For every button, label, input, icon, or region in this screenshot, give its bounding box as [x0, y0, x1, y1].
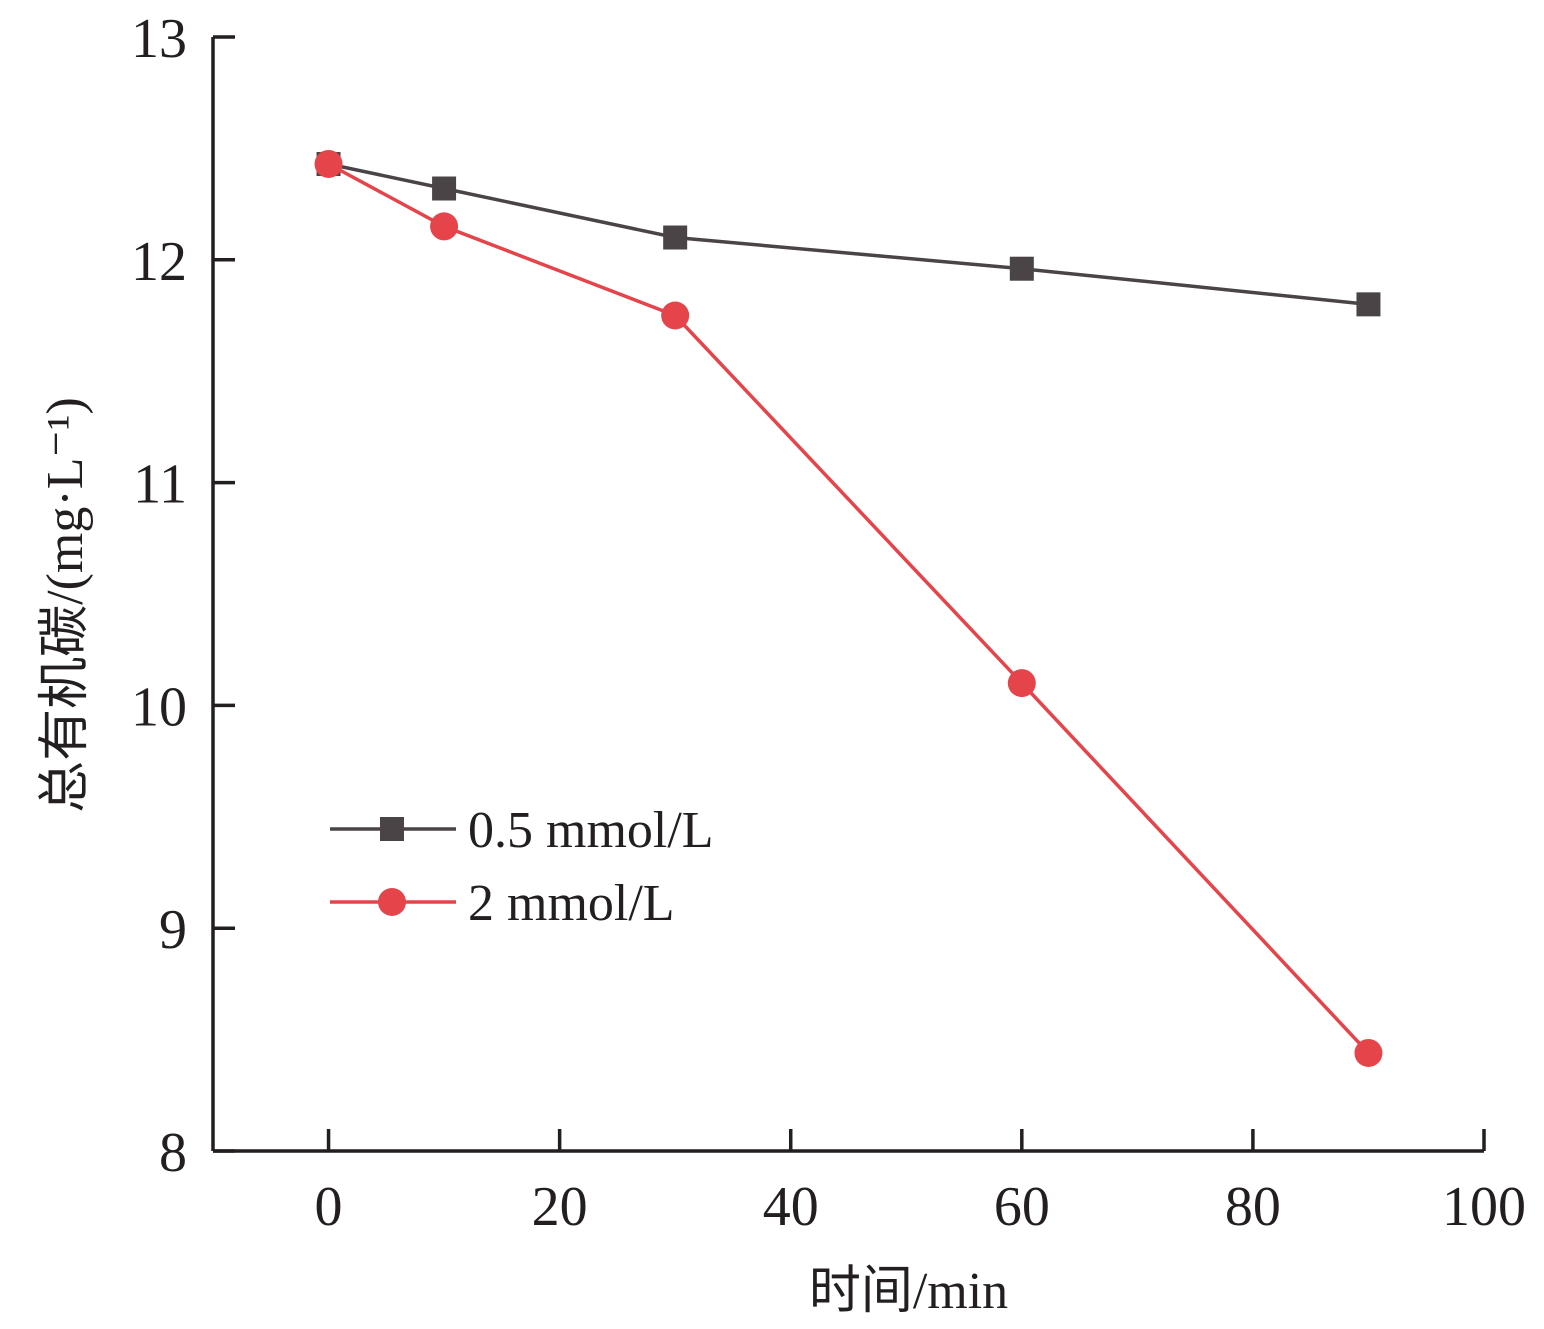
- y-tick-label: 10: [131, 676, 187, 738]
- data-point-square: [1009, 256, 1034, 281]
- legend-item-1: 0.5 mmol/L: [330, 802, 714, 859]
- axes: [211, 37, 1484, 1153]
- data-point-circle: [1007, 669, 1036, 698]
- data-point-square: [663, 225, 688, 250]
- legend-label: 2 mmol/L: [468, 875, 675, 932]
- legend-item-2: 2 mmol/L: [330, 875, 675, 932]
- y-tick-label: 12: [131, 231, 187, 293]
- y-ticks: 8 9 10 11 12 13: [131, 8, 235, 1184]
- legend-square-marker: [380, 817, 404, 841]
- series-1: [316, 151, 1381, 317]
- series-line: [328, 162, 1369, 307]
- legend-circle-marker: [378, 888, 406, 916]
- data-point-square: [1356, 292, 1381, 317]
- x-tick-label: 60: [994, 1176, 1050, 1238]
- x-tick-label: 0: [315, 1176, 343, 1238]
- x-ticks: 0 20 40 60 80 100: [315, 1129, 1526, 1238]
- data-point-circle: [1354, 1038, 1383, 1067]
- data-point-circle: [314, 149, 343, 178]
- x-tick-label: 100: [1442, 1176, 1526, 1238]
- y-tick-label: 8: [159, 1122, 187, 1184]
- y-tick-label: 13: [131, 8, 187, 70]
- data-point-square: [432, 176, 457, 201]
- data-point-circle: [661, 301, 690, 330]
- y-axis-title: 总有机碳/(mg·L⁻¹): [37, 397, 94, 813]
- x-tick-label: 20: [532, 1176, 588, 1238]
- data-point-circle: [430, 212, 459, 241]
- x-axis-title: 时间/min: [809, 1263, 1008, 1320]
- y-tick-label: 11: [133, 454, 187, 516]
- x-tick-label: 40: [763, 1176, 819, 1238]
- series-layer: [314, 149, 1383, 1067]
- y-tick-label: 9: [159, 899, 187, 961]
- series-2: [314, 149, 1383, 1067]
- x-tick-label: 80: [1225, 1176, 1281, 1238]
- legend: 0.5 mmol/L 2 mmol/L: [330, 802, 714, 932]
- legend-label: 0.5 mmol/L: [468, 802, 714, 859]
